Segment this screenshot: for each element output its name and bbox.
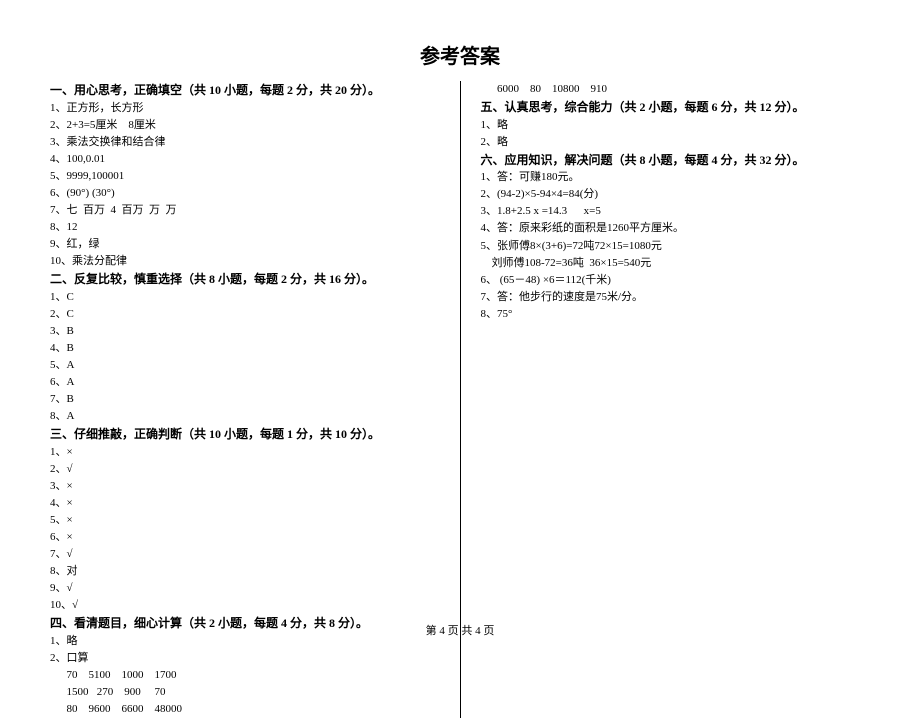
s6-l4: 4、答：原来彩纸的面积是1260平方厘米。 <box>481 220 871 237</box>
section-5-header: 五、认真思考，综合能力（共 2 小题，每题 6 分，共 12 分）。 <box>481 98 871 117</box>
section-6-header: 六、应用知识，解决问题（共 8 小题，每题 4 分，共 32 分）。 <box>481 151 871 170</box>
s2-l8: 8、A <box>50 408 440 425</box>
s6-l5: 5、张师傅8×(3+6)=72吨72×15=1080元 <box>481 238 871 255</box>
s1-l5: 5、9999,100001 <box>50 168 440 185</box>
s2-l3: 3、B <box>50 323 440 340</box>
s1-l4: 4、100,0.01 <box>50 151 440 168</box>
section-3-header: 三、仔细推敲，正确判断（共 10 小题，每题 1 分，共 10 分）。 <box>50 425 440 444</box>
s3-l6: 6、× <box>50 529 440 546</box>
section-1-header: 一、用心思考，正确填空（共 10 小题，每题 2 分，共 20 分）。 <box>50 81 440 100</box>
s6-l1: 1、答：可赚180元。 <box>481 169 871 186</box>
s1-l7: 7、七 百万 4 百万 万 万 <box>50 202 440 219</box>
s1-l10: 10、乘法分配律 <box>50 253 440 270</box>
s5-l1: 1、略 <box>481 117 871 134</box>
s6-l8: 8、75° <box>481 306 871 323</box>
s1-l8: 8、12 <box>50 219 440 236</box>
s2-l7: 7、B <box>50 391 440 408</box>
s6-l6: 6、 (65－48) ×6＝112(千米) <box>481 272 871 289</box>
s4-l2: 2、口算 <box>50 650 440 667</box>
s6-l5b: 刘师傅108-72=36吨 36×15=540元 <box>481 255 871 272</box>
s2-l1: 1、C <box>50 289 440 306</box>
s3-l4: 4、× <box>50 495 440 512</box>
s1-l6: 6、(90°) (30°) <box>50 185 440 202</box>
s3-l8: 8、对 <box>50 563 440 580</box>
s2-l6: 6、A <box>50 374 440 391</box>
s3-l10: 10、√ <box>50 597 440 614</box>
right-top-row: 6000 80 10800 910 <box>481 81 871 98</box>
s6-l2: 2、(94-2)×5-94×4=84(分) <box>481 186 871 203</box>
s2-l4: 4、B <box>50 340 440 357</box>
s2-l5: 5、A <box>50 357 440 374</box>
s4-r2: 1500 270 900 70 <box>50 684 440 701</box>
s6-l3: 3、1.8+2.5 x =14.3 x=5 <box>481 203 871 220</box>
s4-r1: 70 5100 1000 1700 <box>50 667 440 684</box>
page-title: 参考答案 <box>50 40 870 69</box>
s4-r3: 80 9600 6600 48000 <box>50 701 440 718</box>
s6-l7: 7、答：他步行的速度是75米/分。 <box>481 289 871 306</box>
s3-l9: 9、√ <box>50 580 440 597</box>
page-footer: 第 4 页 共 4 页 <box>0 622 920 638</box>
s1-l2: 2、2+3=5厘米 8厘米 <box>50 117 440 134</box>
s3-l3: 3、× <box>50 478 440 495</box>
s1-l1: 1、正方形，长方形 <box>50 100 440 117</box>
s3-l1: 1、× <box>50 444 440 461</box>
s3-l7: 7、√ <box>50 546 440 563</box>
s1-l9: 9、红，绿 <box>50 236 440 253</box>
section-2-header: 二、反复比较，慎重选择（共 8 小题，每题 2 分，共 16 分）。 <box>50 270 440 289</box>
s1-l3: 3、乘法交换律和结合律 <box>50 134 440 151</box>
s2-l2: 2、C <box>50 306 440 323</box>
s5-l2: 2、略 <box>481 134 871 151</box>
s3-l2: 2、√ <box>50 461 440 478</box>
s3-l5: 5、× <box>50 512 440 529</box>
